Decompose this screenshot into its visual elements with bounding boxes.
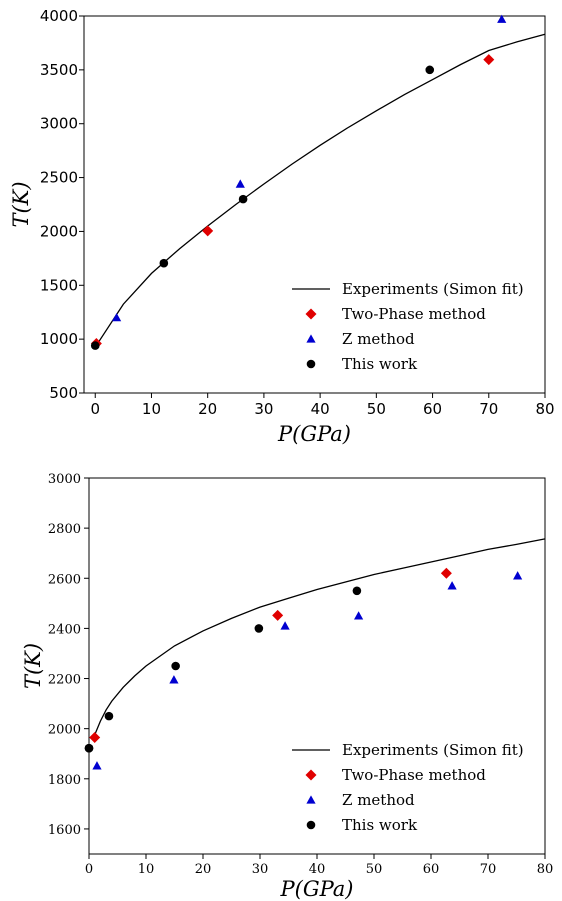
top-plot-frame [83, 15, 546, 394]
top-y-tick-label: 1000 [40, 330, 78, 348]
top-point-circle [238, 194, 248, 204]
bottom-y-axis-label: T(K) [21, 643, 45, 689]
bottom-x-tick-label: 10 [138, 862, 155, 877]
bottom-y-tick-label: 2800 [48, 522, 81, 537]
bottom-legend-label: Z method [342, 791, 415, 809]
top-point-circle [159, 258, 169, 268]
top-y-tick-label: 2500 [40, 169, 78, 187]
top-legend-label: Z method [342, 330, 415, 348]
bottom-x-tick-label: 30 [252, 862, 269, 877]
bottom-x-tick-label: 70 [480, 862, 497, 877]
top-y-tick-label: 1500 [40, 276, 78, 294]
bottom-point-circle [254, 624, 264, 633]
bottom-y-tick-label: 1600 [48, 823, 81, 838]
bottom-plot-frame [88, 477, 546, 855]
top-y-tick-label: 500 [49, 384, 78, 402]
top-y-axis-label: T(K) [9, 181, 33, 227]
top-legend-circle-swatch [306, 359, 316, 369]
top-point-triangle [112, 313, 122, 322]
bottom-x-tick-label: 80 [537, 862, 554, 877]
top-y-tick-label: 4000 [40, 7, 78, 25]
bottom-point-triangle [354, 611, 364, 620]
bottom-y-tick-label: 2000 [48, 723, 81, 738]
bottom-x-tick-label: 20 [195, 862, 212, 877]
top-point-diamond [483, 54, 495, 66]
bottom-point-diamond [272, 609, 284, 621]
bottom-point-triangle [280, 621, 290, 630]
bottom-legend-diamond-swatch [305, 769, 317, 781]
top-legend-label: Two-Phase method [342, 305, 486, 323]
bottom-legend-label: Experiments (Simon fit) [342, 741, 524, 759]
top-y-tick-label: 2000 [40, 222, 78, 240]
bottom-point-circle [84, 743, 94, 753]
top-y-tick-label: 3000 [40, 115, 78, 133]
top-legend-diamond-swatch [305, 308, 317, 320]
top-x-tick-label: 60 [423, 400, 442, 418]
bottom-legend-label: This work [342, 816, 418, 834]
bottom-point-circle [104, 711, 114, 721]
top-point-circle [425, 65, 435, 75]
bottom-point-circle [352, 586, 362, 596]
bottom-y-tick-label: 2600 [48, 572, 81, 587]
top-legend-label: Experiments (Simon fit) [342, 280, 524, 298]
bottom-x-tick-label: 40 [309, 862, 326, 877]
top-x-tick-label: 40 [311, 400, 330, 418]
chart-top-svg: 0 10 20 30 40 50 60 70 80 500 1000 1500 2000 2500 3000… [9, 7, 555, 446]
bottom-y-tick-label: 2400 [48, 622, 81, 637]
bottom-point-triangle [513, 571, 523, 580]
bottom-x-tick-label: 60 [423, 862, 440, 877]
chart-top: 0 10 20 30 40 50 60 70 80 500 1000 1500 2000 2500 3000… [0, 0, 562, 450]
top-x-axis-label: P(GPa) [277, 422, 351, 446]
bottom-point-triangle [447, 581, 457, 590]
bottom-x-tick-label: 0 [85, 862, 93, 877]
bottom-y-tick-label: 1800 [48, 773, 81, 788]
top-x-tick-label: 80 [535, 400, 554, 418]
bottom-point-triangle [169, 675, 179, 684]
bottom-legend-triangle-swatch [306, 795, 316, 804]
top-point-circle [90, 341, 100, 350]
chart-bottom: 0 10 20 30 40 50 60 70 80 1600 1800 2000 2200 2400 260… [0, 460, 562, 901]
chart-bottom-svg: 0 10 20 30 40 50 60 70 80 1600 1800 2000 2200 2400 260… [21, 472, 554, 901]
top-legend-label: This work [342, 355, 418, 373]
bottom-legend-label: Two-Phase method [342, 766, 486, 784]
bottom-point-diamond [440, 567, 452, 579]
bottom-point-triangle [92, 761, 102, 770]
bottom-legend-circle-swatch [306, 820, 316, 830]
top-x-tick-label: 20 [198, 400, 217, 418]
top-series-simon-fit-line [94, 33, 546, 348]
bottom-y-tick-label: 3000 [48, 472, 81, 487]
top-x-tick-label: 0 [90, 400, 100, 418]
top-x-tick-label: 70 [479, 400, 498, 418]
bottom-series-simon-fit-line [94, 538, 546, 736]
bottom-x-tick-label: 50 [366, 862, 383, 877]
top-x-tick-label: 30 [254, 400, 273, 418]
top-legend-triangle-swatch [306, 334, 316, 343]
top-point-triangle [235, 179, 245, 188]
bottom-point-diamond [89, 731, 101, 743]
top-y-tick-label: 3500 [40, 61, 78, 79]
top-point-triangle [497, 14, 507, 23]
bottom-point-circle [171, 661, 180, 671]
bottom-x-axis-label: P(GPa) [280, 877, 354, 901]
top-x-tick-label: 50 [367, 400, 386, 418]
bottom-y-tick-label: 2200 [48, 673, 81, 688]
top-x-tick-label: 10 [142, 400, 161, 418]
top-point-diamond [202, 225, 214, 237]
